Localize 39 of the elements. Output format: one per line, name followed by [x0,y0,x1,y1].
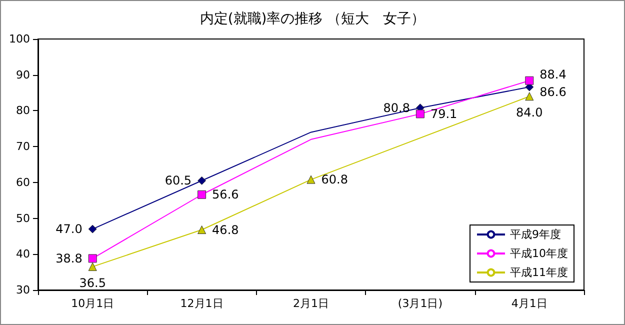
data-label: 46.8 [212,222,239,237]
data-label: 38.8 [56,251,82,266]
data-label: 79.1 [430,106,458,121]
point [525,92,534,101]
x-tick-label: 2月1日 [293,297,329,310]
data-label: 84.0 [516,106,543,120]
y-tick-label: 100 [9,32,30,46]
point [306,175,316,184]
y-tick-label: 40 [16,248,30,261]
x-tick-label: (3月1日) [398,297,442,310]
data-label: 60.8 [321,172,348,187]
x-tick-label: 10月1日 [71,297,114,310]
x-tick-label: 12月1日 [180,297,224,310]
legend-label: 平成11年度 [510,266,568,279]
y-tick-label: 50 [16,212,30,225]
point [88,254,97,263]
point [198,176,206,185]
legend-label: 平成10年度 [510,247,568,260]
data-label: 56.6 [212,188,239,202]
chart-title: 内定(就職)率の推移 （短大 女子） [200,11,426,27]
x-tick-label: 4月1日 [511,297,548,310]
y-tick-label: 80 [16,104,30,118]
data-label: 80.8 [383,100,410,115]
data-label: 88.4 [540,68,566,82]
legend-label: 平成9年度 [510,228,562,241]
data-label: 60.5 [164,174,192,188]
y-tick-label: 90 [16,68,30,82]
data-label: 36.5 [79,276,106,290]
data-label: 47.0 [56,222,82,236]
point [88,224,97,234]
point [525,76,534,85]
point [198,226,206,234]
point [88,262,97,271]
y-tick-label: 30 [16,284,30,296]
data-label: 86.6 [540,85,566,100]
point [416,110,424,118]
y-tick-label: 60 [16,176,30,189]
point [198,190,206,199]
y-tick-label: 70 [16,140,30,154]
